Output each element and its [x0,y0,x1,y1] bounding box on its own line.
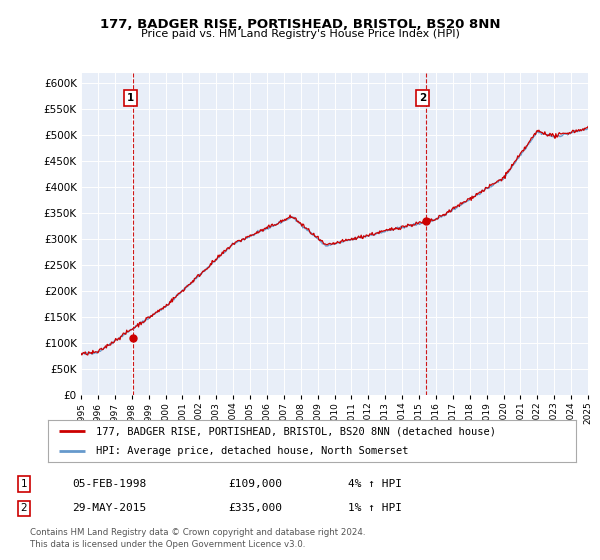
Text: 1: 1 [20,479,28,489]
Text: 177, BADGER RISE, PORTISHEAD, BRISTOL, BS20 8NN: 177, BADGER RISE, PORTISHEAD, BRISTOL, B… [100,18,500,31]
Text: HPI: Average price, detached house, North Somerset: HPI: Average price, detached house, Nort… [95,446,408,456]
Text: Contains HM Land Registry data © Crown copyright and database right 2024.
This d: Contains HM Land Registry data © Crown c… [30,528,365,549]
Text: 2: 2 [20,503,28,514]
Text: 1: 1 [127,94,134,104]
Text: 177, BADGER RISE, PORTISHEAD, BRISTOL, BS20 8NN (detached house): 177, BADGER RISE, PORTISHEAD, BRISTOL, B… [95,426,496,436]
Text: £335,000: £335,000 [228,503,282,514]
Text: 4% ↑ HPI: 4% ↑ HPI [348,479,402,489]
Text: 1% ↑ HPI: 1% ↑ HPI [348,503,402,514]
Text: 2: 2 [419,94,427,104]
Text: 29-MAY-2015: 29-MAY-2015 [72,503,146,514]
Text: Price paid vs. HM Land Registry's House Price Index (HPI): Price paid vs. HM Land Registry's House … [140,29,460,39]
Text: 05-FEB-1998: 05-FEB-1998 [72,479,146,489]
Text: £109,000: £109,000 [228,479,282,489]
